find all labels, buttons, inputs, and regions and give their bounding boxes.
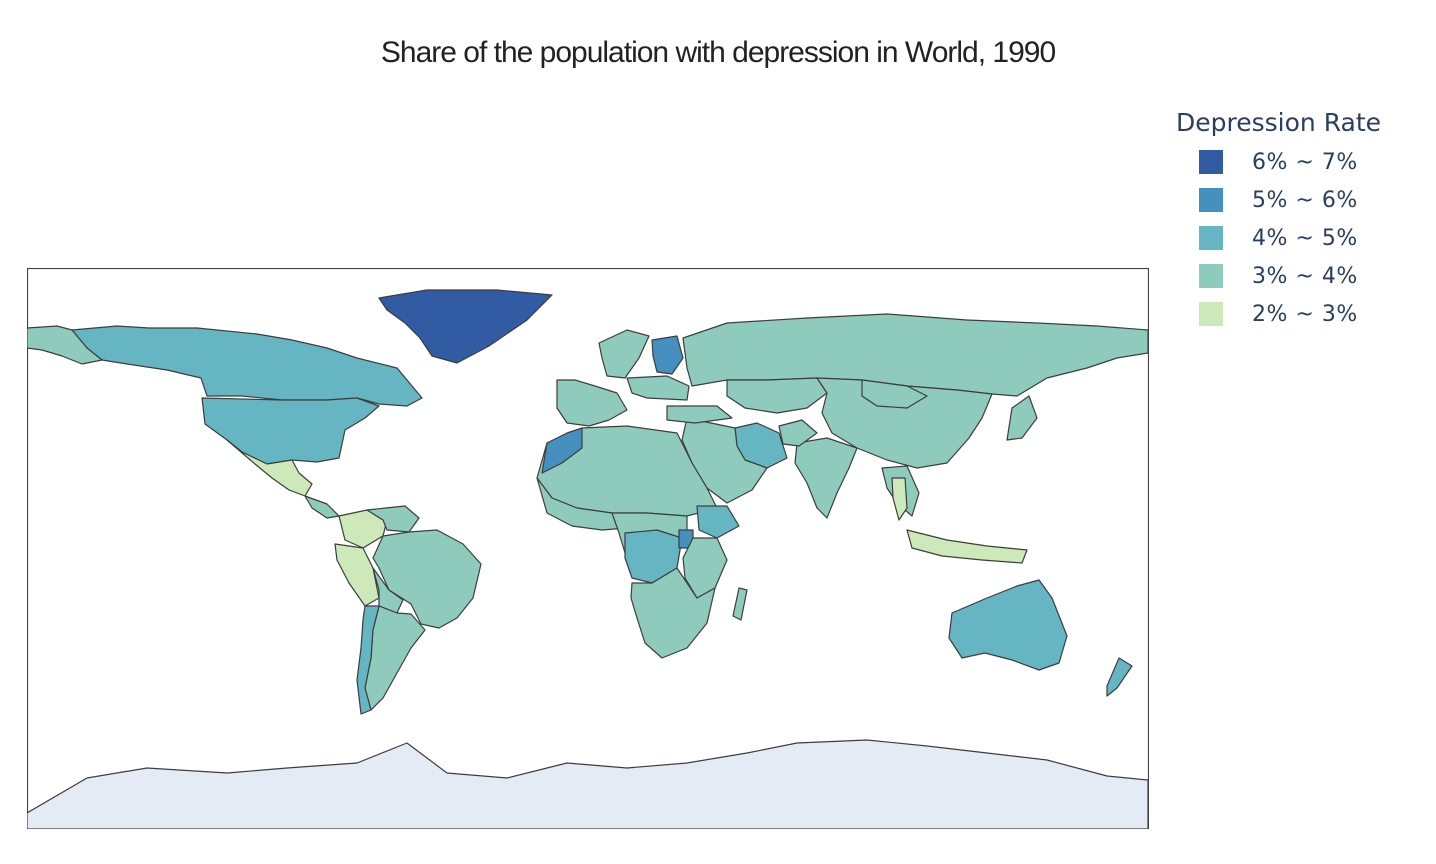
region-thailand[interactable]: [891, 477, 908, 521]
region-afghanistan[interactable]: [778, 419, 818, 447]
legend-title: Depression Rate: [1176, 108, 1382, 137]
legend-label: 2% ~ 3%: [1252, 301, 1358, 327]
region-chile[interactable]: [356, 605, 380, 715]
region-australia[interactable]: [948, 579, 1068, 671]
region-brazil[interactable]: [372, 529, 482, 629]
legend-swatch: [1199, 264, 1223, 288]
region-antarctica[interactable]: [27, 739, 1149, 829]
legend-label: 4% ~ 5%: [1252, 225, 1358, 251]
legend-swatch: [1199, 302, 1223, 326]
legend-swatch: [1199, 226, 1223, 250]
region-canada[interactable]: [71, 325, 423, 407]
region-peru[interactable]: [334, 543, 380, 607]
region-japan[interactable]: [1006, 395, 1038, 441]
region-indonesia[interactable]: [906, 529, 1028, 564]
region-mexico[interactable]: [226, 439, 313, 497]
region-alaska[interactable]: [27, 325, 103, 365]
region-ethiopia[interactable]: [696, 505, 740, 539]
legend-item[interactable]: 3% ~ 4%: [1176, 257, 1426, 295]
legend-swatch: [1199, 188, 1223, 212]
region-greenland[interactable]: [378, 289, 553, 364]
region-new-zealand[interactable]: [1106, 657, 1133, 697]
region-scandinavia[interactable]: [598, 329, 650, 379]
legend-item[interactable]: 6% ~ 7%: [1176, 143, 1426, 181]
legend-swatch: [1199, 150, 1223, 174]
legend-item[interactable]: 5% ~ 6%: [1176, 181, 1426, 219]
region-kazakhstan[interactable]: [726, 377, 828, 414]
region-turkey[interactable]: [666, 405, 733, 424]
region-southern-africa[interactable]: [630, 567, 716, 659]
region-madagascar[interactable]: [732, 587, 748, 621]
region-mongolia[interactable]: [861, 379, 928, 409]
legend: Depression Rate 6% ~ 7% 5% ~ 6% 4% ~ 5% …: [1176, 108, 1426, 333]
region-morocco[interactable]: [541, 427, 583, 474]
legend-item[interactable]: 2% ~ 3%: [1176, 295, 1426, 333]
region-china[interactable]: [816, 377, 993, 469]
legend-label: 3% ~ 4%: [1252, 263, 1358, 289]
region-central-america[interactable]: [304, 495, 340, 519]
map-title: Share of the population with depression …: [380, 36, 1056, 69]
region-ukraine-belarus[interactable]: [626, 375, 690, 401]
region-europe-west[interactable]: [556, 379, 628, 427]
legend-label: 6% ~ 7%: [1252, 149, 1358, 175]
legend-label: 5% ~ 6%: [1252, 187, 1358, 213]
legend-item[interactable]: 4% ~ 5%: [1176, 219, 1426, 257]
region-finland[interactable]: [651, 335, 684, 375]
region-india[interactable]: [794, 437, 858, 519]
world-choropleth-map: [27, 268, 1149, 829]
